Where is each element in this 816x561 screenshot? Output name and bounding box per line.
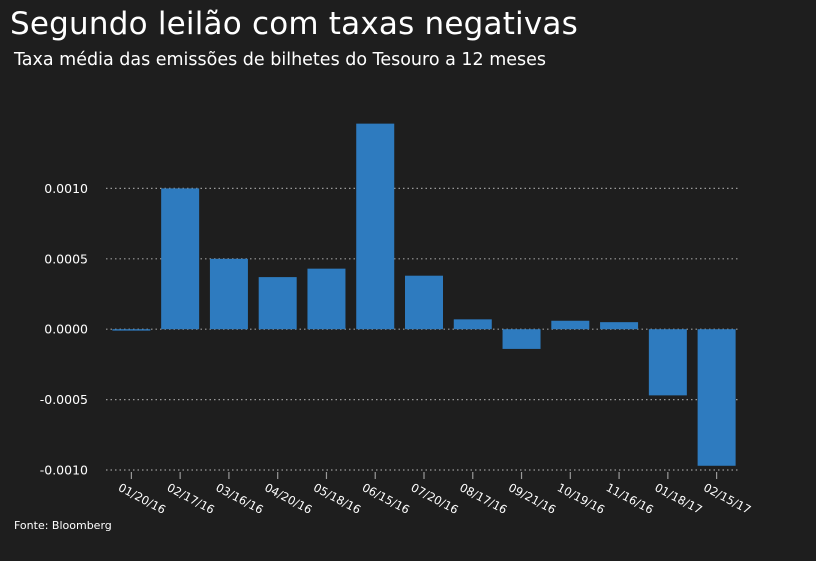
bar-07-20-16 bbox=[405, 275, 443, 330]
x-tick-label: 02/17/16 bbox=[165, 480, 217, 517]
x-tick-label: 10/19/16 bbox=[555, 480, 607, 517]
x-tick-label: 06/15/16 bbox=[360, 480, 412, 517]
y-tick-label: 0.0005 bbox=[44, 251, 88, 266]
y-tick-label: -0.0005 bbox=[40, 392, 88, 407]
y-axis-ticks: 0.0010 0.0005 0.0000 -0.0005 -0.0010 bbox=[40, 181, 88, 478]
bar-02-15-17 bbox=[697, 329, 736, 466]
x-tick-label: 01/18/17 bbox=[652, 480, 704, 517]
x-tick-label: 07/20/16 bbox=[409, 480, 461, 517]
bar-03-16-16 bbox=[209, 258, 248, 330]
x-tick-label: 11/16/16 bbox=[604, 480, 656, 517]
y-tick-label: 0.0000 bbox=[44, 322, 88, 337]
bar-09-21-16 bbox=[502, 329, 541, 349]
bar-01-18-17 bbox=[648, 329, 687, 396]
bar-08-17-16 bbox=[453, 319, 492, 330]
chart-subtitle: Taxa média das emissões de bilhetes do T… bbox=[14, 50, 547, 70]
x-tick-label: 08/17/16 bbox=[457, 480, 509, 517]
y-tick-label: -0.0010 bbox=[40, 463, 88, 478]
bar-06-15-16 bbox=[356, 123, 395, 330]
x-axis-ticks: 01/20/1602/17/1603/16/1604/20/1605/18/16… bbox=[116, 472, 753, 517]
bar-04-20-16 bbox=[258, 277, 297, 330]
bar-01-20-16 bbox=[112, 329, 151, 331]
x-tick-label: 03/16/16 bbox=[214, 480, 266, 517]
bars bbox=[112, 123, 736, 466]
y-tick-label: 0.0010 bbox=[44, 181, 88, 196]
source-note: Fonte: Bloomberg bbox=[14, 519, 112, 532]
bar-10-19-16 bbox=[551, 320, 590, 330]
bar-11-16-16 bbox=[600, 322, 639, 330]
x-tick-label: 01/20/16 bbox=[116, 480, 168, 517]
x-tick-label: 05/18/16 bbox=[311, 480, 363, 517]
x-tick-label: 04/20/16 bbox=[262, 480, 314, 517]
bar-05-18-16 bbox=[307, 268, 346, 330]
bar-02-17-16 bbox=[161, 188, 200, 330]
x-tick-label: 02/15/17 bbox=[701, 480, 753, 517]
chart-title: Segundo leilão com taxas negativas bbox=[10, 6, 578, 42]
x-tick-label: 09/21/16 bbox=[506, 480, 558, 517]
